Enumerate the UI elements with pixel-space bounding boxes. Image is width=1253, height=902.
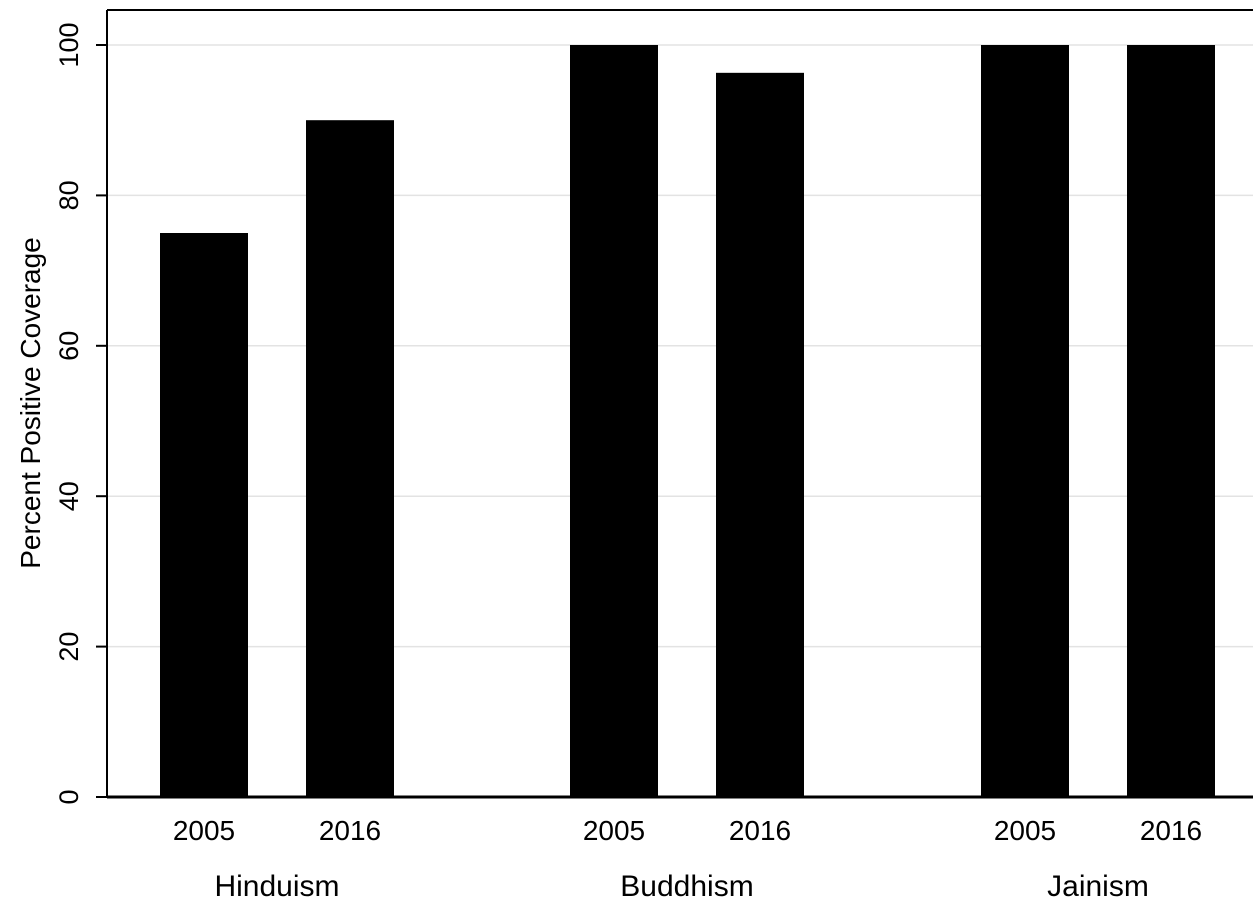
x-tick-label-buddhism-2016: 2016 bbox=[729, 815, 791, 846]
x-tick-label-hinduism-2016: 2016 bbox=[319, 815, 381, 846]
bar-buddhism-2005 bbox=[570, 45, 658, 797]
x-tick-label-jainism-2005: 2005 bbox=[994, 815, 1056, 846]
x-tick-label-buddhism-2005: 2005 bbox=[583, 815, 645, 846]
y-tick-label-80: 80 bbox=[54, 180, 84, 210]
bar-buddhism-2016 bbox=[716, 72, 804, 798]
bar-jainism-2005 bbox=[981, 45, 1069, 797]
y-tick-label-60: 60 bbox=[54, 331, 84, 361]
x-tick-label-hinduism-2005: 2005 bbox=[173, 815, 235, 846]
y-tick-label-40: 40 bbox=[54, 481, 84, 511]
group-label-buddhism: Buddhism bbox=[620, 870, 753, 902]
y-tick-label-20: 20 bbox=[54, 632, 84, 662]
y-tick-label-0: 0 bbox=[54, 789, 84, 804]
y-axis-title: Percent Positive Coverage bbox=[15, 237, 46, 569]
group-label-jainism: Jainism bbox=[1047, 870, 1149, 902]
x-axis-labels: 2005 2016 Hinduism 2005 2016 Buddhism 2005 2016… bbox=[173, 815, 1202, 902]
x-tick-label-jainism-2016: 2016 bbox=[1140, 815, 1202, 846]
bars bbox=[160, 45, 1215, 798]
bar-jainism-2016 bbox=[1127, 45, 1215, 797]
group-label-hinduism: Hinduism bbox=[214, 870, 339, 902]
y-axis-ticks: 0 20 40 60 80 100 bbox=[54, 22, 107, 805]
bar-hinduism-2016 bbox=[306, 120, 394, 797]
y-tick-label-100: 100 bbox=[54, 22, 84, 67]
bar-hinduism-2005 bbox=[160, 233, 248, 797]
plot-frame bbox=[106, 9, 1253, 799]
